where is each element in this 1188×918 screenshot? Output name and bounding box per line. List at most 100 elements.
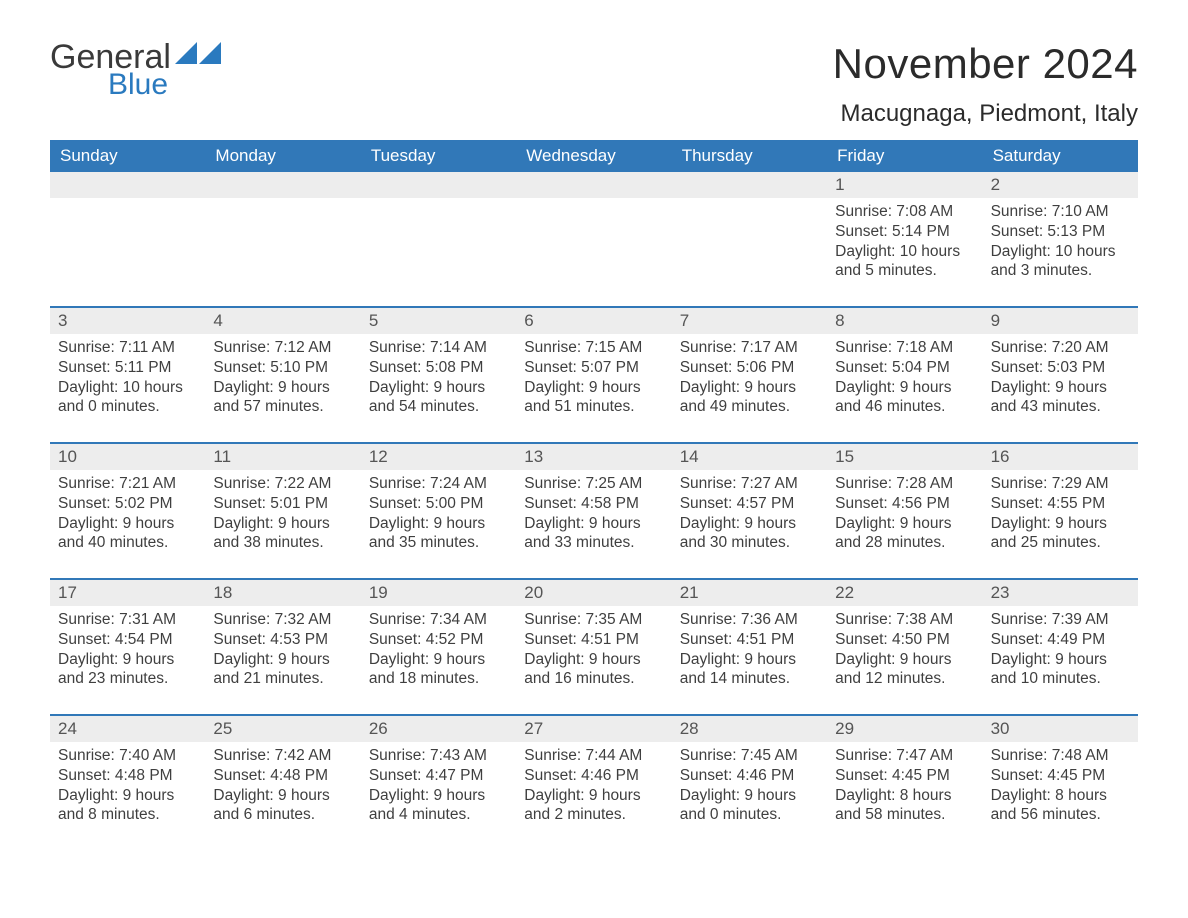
day-details: Sunrise: 7:08 AMSunset: 5:14 PMDaylight:… bbox=[827, 198, 982, 289]
day-details: Sunrise: 7:22 AMSunset: 5:01 PMDaylight:… bbox=[205, 470, 360, 561]
day-number: 12 bbox=[361, 444, 516, 470]
day-cell: 11Sunrise: 7:22 AMSunset: 5:01 PMDayligh… bbox=[205, 444, 360, 564]
day-details: Sunrise: 7:20 AMSunset: 5:03 PMDaylight:… bbox=[983, 334, 1138, 425]
day-details: Sunrise: 7:11 AMSunset: 5:11 PMDaylight:… bbox=[50, 334, 205, 425]
weeks-container: 1Sunrise: 7:08 AMSunset: 5:14 PMDaylight… bbox=[50, 172, 1138, 836]
day-number: 25 bbox=[205, 716, 360, 742]
day-cell: 5Sunrise: 7:14 AMSunset: 5:08 PMDaylight… bbox=[361, 308, 516, 428]
day-number: 22 bbox=[827, 580, 982, 606]
empty-day-cell bbox=[205, 172, 360, 292]
day-cell: 8Sunrise: 7:18 AMSunset: 5:04 PMDaylight… bbox=[827, 308, 982, 428]
day-cell: 21Sunrise: 7:36 AMSunset: 4:51 PMDayligh… bbox=[672, 580, 827, 700]
month-title: November 2024 bbox=[833, 40, 1138, 88]
day-number: 13 bbox=[516, 444, 671, 470]
day-cell: 19Sunrise: 7:34 AMSunset: 4:52 PMDayligh… bbox=[361, 580, 516, 700]
day-number: 4 bbox=[205, 308, 360, 334]
day-details: Sunrise: 7:28 AMSunset: 4:56 PMDaylight:… bbox=[827, 470, 982, 561]
day-details: Sunrise: 7:25 AMSunset: 4:58 PMDaylight:… bbox=[516, 470, 671, 561]
day-details: Sunrise: 7:32 AMSunset: 4:53 PMDaylight:… bbox=[205, 606, 360, 697]
day-number bbox=[361, 172, 516, 198]
day-cell: 29Sunrise: 7:47 AMSunset: 4:45 PMDayligh… bbox=[827, 716, 982, 836]
empty-day-cell bbox=[50, 172, 205, 292]
day-details: Sunrise: 7:42 AMSunset: 4:48 PMDaylight:… bbox=[205, 742, 360, 833]
day-details: Sunrise: 7:21 AMSunset: 5:02 PMDaylight:… bbox=[50, 470, 205, 561]
header-region: General Blue November 2024 Macugnaga, Pi… bbox=[50, 40, 1138, 128]
day-cell: 1Sunrise: 7:08 AMSunset: 5:14 PMDaylight… bbox=[827, 172, 982, 292]
day-number: 28 bbox=[672, 716, 827, 742]
day-number: 19 bbox=[361, 580, 516, 606]
empty-day-cell bbox=[516, 172, 671, 292]
week-row: 10Sunrise: 7:21 AMSunset: 5:02 PMDayligh… bbox=[50, 442, 1138, 564]
day-details: Sunrise: 7:24 AMSunset: 5:00 PMDaylight:… bbox=[361, 470, 516, 561]
day-details: Sunrise: 7:35 AMSunset: 4:51 PMDaylight:… bbox=[516, 606, 671, 697]
day-cell: 17Sunrise: 7:31 AMSunset: 4:54 PMDayligh… bbox=[50, 580, 205, 700]
day-cell: 10Sunrise: 7:21 AMSunset: 5:02 PMDayligh… bbox=[50, 444, 205, 564]
day-number: 27 bbox=[516, 716, 671, 742]
day-details: Sunrise: 7:47 AMSunset: 4:45 PMDaylight:… bbox=[827, 742, 982, 833]
day-number: 29 bbox=[827, 716, 982, 742]
weekday-header: Wednesday bbox=[516, 140, 671, 172]
title-region: November 2024 Macugnaga, Piedmont, Italy bbox=[833, 40, 1138, 128]
day-number: 5 bbox=[361, 308, 516, 334]
day-details: Sunrise: 7:44 AMSunset: 4:46 PMDaylight:… bbox=[516, 742, 671, 833]
weekday-header: Sunday bbox=[50, 140, 205, 172]
day-number: 17 bbox=[50, 580, 205, 606]
day-number bbox=[672, 172, 827, 198]
day-cell: 27Sunrise: 7:44 AMSunset: 4:46 PMDayligh… bbox=[516, 716, 671, 836]
day-cell: 4Sunrise: 7:12 AMSunset: 5:10 PMDaylight… bbox=[205, 308, 360, 428]
day-details: Sunrise: 7:12 AMSunset: 5:10 PMDaylight:… bbox=[205, 334, 360, 425]
day-details: Sunrise: 7:17 AMSunset: 5:06 PMDaylight:… bbox=[672, 334, 827, 425]
day-details: Sunrise: 7:43 AMSunset: 4:47 PMDaylight:… bbox=[361, 742, 516, 833]
day-details: Sunrise: 7:38 AMSunset: 4:50 PMDaylight:… bbox=[827, 606, 982, 697]
day-details: Sunrise: 7:40 AMSunset: 4:48 PMDaylight:… bbox=[50, 742, 205, 833]
day-number: 21 bbox=[672, 580, 827, 606]
day-number: 16 bbox=[983, 444, 1138, 470]
day-cell: 26Sunrise: 7:43 AMSunset: 4:47 PMDayligh… bbox=[361, 716, 516, 836]
day-details: Sunrise: 7:34 AMSunset: 4:52 PMDaylight:… bbox=[361, 606, 516, 697]
day-number: 26 bbox=[361, 716, 516, 742]
day-cell: 24Sunrise: 7:40 AMSunset: 4:48 PMDayligh… bbox=[50, 716, 205, 836]
day-number bbox=[50, 172, 205, 198]
day-details: Sunrise: 7:14 AMSunset: 5:08 PMDaylight:… bbox=[361, 334, 516, 425]
day-cell: 16Sunrise: 7:29 AMSunset: 4:55 PMDayligh… bbox=[983, 444, 1138, 564]
weekday-header: Saturday bbox=[983, 140, 1138, 172]
day-number: 8 bbox=[827, 308, 982, 334]
day-cell: 22Sunrise: 7:38 AMSunset: 4:50 PMDayligh… bbox=[827, 580, 982, 700]
location-subtitle: Macugnaga, Piedmont, Italy bbox=[833, 100, 1138, 128]
day-cell: 2Sunrise: 7:10 AMSunset: 5:13 PMDaylight… bbox=[983, 172, 1138, 292]
day-cell: 6Sunrise: 7:15 AMSunset: 5:07 PMDaylight… bbox=[516, 308, 671, 428]
week-row: 1Sunrise: 7:08 AMSunset: 5:14 PMDaylight… bbox=[50, 172, 1138, 292]
empty-day-cell bbox=[672, 172, 827, 292]
day-details: Sunrise: 7:31 AMSunset: 4:54 PMDaylight:… bbox=[50, 606, 205, 697]
day-details: Sunrise: 7:29 AMSunset: 4:55 PMDaylight:… bbox=[983, 470, 1138, 561]
day-details: Sunrise: 7:36 AMSunset: 4:51 PMDaylight:… bbox=[672, 606, 827, 697]
logo-word2: Blue bbox=[108, 70, 279, 100]
day-number: 30 bbox=[983, 716, 1138, 742]
day-details: Sunrise: 7:18 AMSunset: 5:04 PMDaylight:… bbox=[827, 334, 982, 425]
day-number bbox=[205, 172, 360, 198]
day-number: 9 bbox=[983, 308, 1138, 334]
day-number: 20 bbox=[516, 580, 671, 606]
day-number: 14 bbox=[672, 444, 827, 470]
day-cell: 23Sunrise: 7:39 AMSunset: 4:49 PMDayligh… bbox=[983, 580, 1138, 700]
day-number bbox=[516, 172, 671, 198]
day-number: 18 bbox=[205, 580, 360, 606]
day-details: Sunrise: 7:39 AMSunset: 4:49 PMDaylight:… bbox=[983, 606, 1138, 697]
week-row: 24Sunrise: 7:40 AMSunset: 4:48 PMDayligh… bbox=[50, 714, 1138, 836]
day-cell: 14Sunrise: 7:27 AMSunset: 4:57 PMDayligh… bbox=[672, 444, 827, 564]
week-row: 17Sunrise: 7:31 AMSunset: 4:54 PMDayligh… bbox=[50, 578, 1138, 700]
day-number: 2 bbox=[983, 172, 1138, 198]
logo: General Blue bbox=[50, 40, 221, 104]
day-cell: 18Sunrise: 7:32 AMSunset: 4:53 PMDayligh… bbox=[205, 580, 360, 700]
day-details: Sunrise: 7:27 AMSunset: 4:57 PMDaylight:… bbox=[672, 470, 827, 561]
day-number: 11 bbox=[205, 444, 360, 470]
day-details: Sunrise: 7:15 AMSunset: 5:07 PMDaylight:… bbox=[516, 334, 671, 425]
day-details: Sunrise: 7:10 AMSunset: 5:13 PMDaylight:… bbox=[983, 198, 1138, 289]
day-number: 3 bbox=[50, 308, 205, 334]
day-number: 1 bbox=[827, 172, 982, 198]
week-row: 3Sunrise: 7:11 AMSunset: 5:11 PMDaylight… bbox=[50, 306, 1138, 428]
day-cell: 15Sunrise: 7:28 AMSunset: 4:56 PMDayligh… bbox=[827, 444, 982, 564]
day-number: 7 bbox=[672, 308, 827, 334]
weekday-header: Tuesday bbox=[361, 140, 516, 172]
day-number: 15 bbox=[827, 444, 982, 470]
